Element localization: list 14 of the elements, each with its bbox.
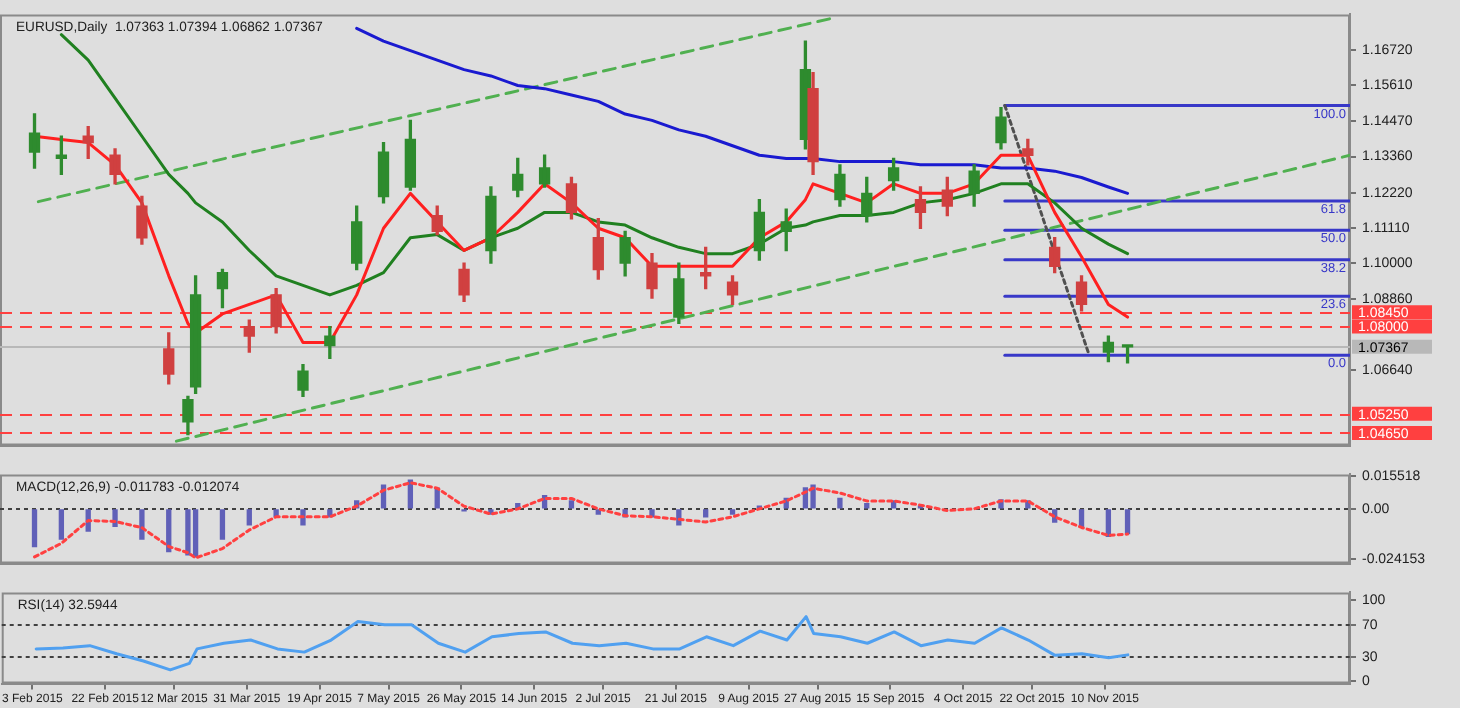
- bar: [219, 509, 226, 540]
- bar: [31, 509, 38, 548]
- bar: [139, 509, 145, 540]
- bar: [185, 509, 191, 556]
- bar: [864, 502, 870, 509]
- bar: [58, 509, 65, 540]
- bar: [837, 497, 843, 509]
- bar: [703, 509, 709, 518]
- bar: [192, 509, 199, 558]
- bar: [810, 484, 816, 509]
- bar: [246, 509, 252, 526]
- bar: [568, 500, 575, 509]
- bar: [1124, 509, 1131, 535]
- bar: [729, 509, 736, 515]
